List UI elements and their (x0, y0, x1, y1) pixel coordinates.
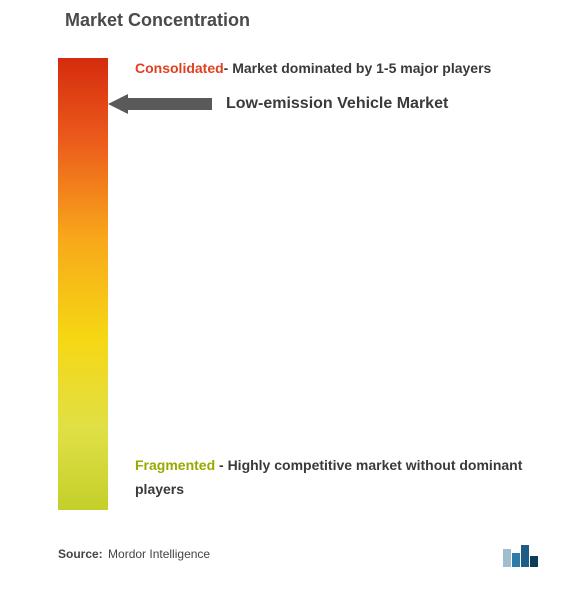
arrow-left-icon (108, 92, 216, 116)
callout-label: Low-emission Vehicle Market (226, 95, 448, 113)
source-label: Source: (58, 547, 103, 561)
consolidated-row: Consolidated- Market dominated by 1-5 ma… (135, 59, 563, 79)
callout-row: Low-emission Vehicle Market (108, 92, 448, 116)
consolidated-description: - Market dominated by 1-5 major players (224, 60, 492, 76)
fragmented-label: Fragmented (135, 457, 215, 473)
source-row: Source: Mordor Intelligence (58, 547, 210, 561)
source-value: Mordor Intelligence (108, 547, 210, 561)
concentration-gradient-bar (58, 58, 108, 510)
mordor-logo-icon (499, 543, 543, 567)
chart-title: Market Concentration (65, 10, 250, 31)
consolidated-label: Consolidated (135, 60, 224, 76)
fragmented-row: Fragmented - Highly competitive market w… (135, 454, 563, 502)
